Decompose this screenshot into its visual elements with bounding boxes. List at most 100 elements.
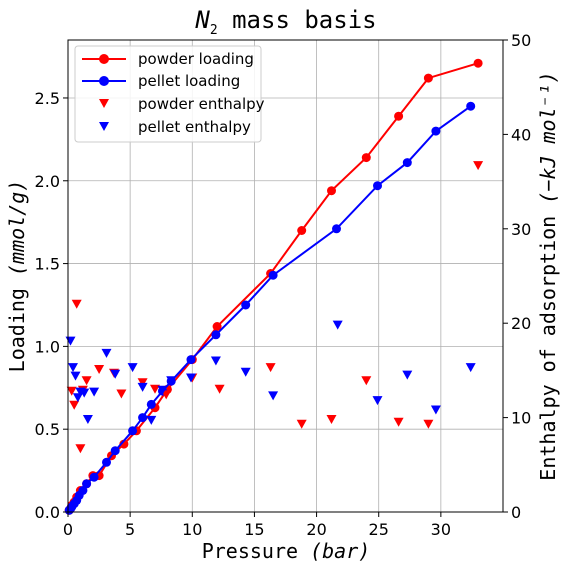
x-tick-label: 25 bbox=[369, 520, 389, 539]
data-point-powder-enthalpy bbox=[81, 376, 92, 386]
data-point-pellet-loading bbox=[466, 101, 476, 111]
y-tick-label: 0.0 bbox=[35, 503, 60, 522]
legend-label-powder-loading: powder loading bbox=[138, 50, 254, 68]
data-point-pellet-loading bbox=[82, 479, 92, 489]
legend-label-pellet-loading: pellet loading bbox=[138, 72, 240, 90]
data-point-pellet-enthalpy bbox=[82, 415, 93, 424]
legend-marker-powder-loading bbox=[99, 54, 109, 64]
data-point-pellet-enthalpy bbox=[465, 363, 476, 373]
y2-axis-title-text: Enthalpy of adsorption bbox=[536, 204, 560, 481]
data-point-powder-loading bbox=[212, 322, 222, 331]
legend-box bbox=[74, 45, 262, 143]
y2-axis-title: Enthalpy of adsorption (−kJ mol⁻¹) bbox=[536, 71, 560, 480]
data-point-pellet-enthalpy bbox=[157, 385, 168, 395]
chart-title: N2 mass basis bbox=[194, 6, 376, 38]
data-point-pellet-enthalpy bbox=[137, 382, 148, 392]
data-point-powder-enthalpy bbox=[71, 299, 82, 309]
y2-tick-label: 50 bbox=[511, 31, 531, 50]
data-point-powder-loading bbox=[423, 73, 433, 83]
legend-label-powder-enthalpy: powder enthalpy bbox=[138, 95, 265, 113]
data-point-powder-enthalpy bbox=[137, 378, 148, 388]
data-point-pellet-loading bbox=[110, 446, 120, 456]
data-point-pellet-loading bbox=[138, 413, 148, 423]
y-axis-title-unit: (mmol/g) bbox=[5, 180, 29, 276]
data-point-powder-enthalpy bbox=[393, 417, 404, 427]
data-point-pellet-enthalpy bbox=[70, 371, 81, 381]
y-tick-label: 2.5 bbox=[35, 89, 60, 108]
data-point-pellet-loading bbox=[89, 472, 99, 482]
data-point-pellet-loading bbox=[78, 486, 88, 495]
data-point-powder-enthalpy bbox=[116, 389, 127, 399]
y-tick-label: 1.0 bbox=[35, 337, 60, 356]
data-point-powder-enthalpy bbox=[423, 419, 434, 429]
legend-entry-powder-loading: powder loading bbox=[82, 50, 254, 68]
data-point-pellet-loading bbox=[431, 126, 441, 136]
data-point-pellet-loading bbox=[128, 426, 138, 436]
data-point-powder-enthalpy bbox=[296, 419, 307, 429]
data-point-pellet-loading bbox=[241, 300, 251, 310]
y-tick-label: 0.5 bbox=[35, 420, 60, 439]
y-axis-title: Loading (mmol/g) bbox=[5, 180, 29, 373]
data-point-powder-enthalpy bbox=[150, 384, 160, 394]
chart-title-subscript: 2 bbox=[210, 23, 218, 38]
y2-axis-title-unit: (−kJ mol⁻¹) bbox=[536, 71, 560, 203]
x-tick-label: 20 bbox=[306, 520, 326, 539]
data-point-pellet-enthalpy bbox=[68, 363, 78, 373]
data-point-pellet-loading bbox=[186, 355, 196, 365]
data-point-pellet-enthalpy bbox=[210, 356, 221, 366]
chart-title-rest: mass basis bbox=[218, 6, 377, 34]
data-point-pellet-enthalpy bbox=[240, 367, 251, 377]
data-point-pellet-enthalpy bbox=[65, 336, 76, 346]
y2-tick-label: 10 bbox=[511, 409, 531, 428]
series-line-pellet-loading bbox=[68, 105, 472, 511]
data-point-pellet-enthalpy bbox=[146, 415, 157, 425]
series-pellet-enthalpy bbox=[65, 320, 476, 425]
y-tick-label: 1.5 bbox=[35, 255, 60, 274]
legend-label-pellet-enthalpy: pellet enthalpy bbox=[138, 118, 251, 136]
y2-tick-label: 0 bbox=[511, 503, 521, 522]
x-axis-title-text: Pressure bbox=[202, 539, 310, 563]
data-point-powder-enthalpy bbox=[94, 365, 105, 374]
data-point-powder-loading bbox=[394, 111, 404, 121]
x-tick-label: 30 bbox=[431, 520, 451, 539]
data-point-pellet-enthalpy bbox=[101, 348, 112, 358]
legend-marker-pellet-enthalpy bbox=[99, 122, 109, 131]
series-powder-enthalpy bbox=[66, 161, 484, 454]
data-point-powder-enthalpy bbox=[361, 376, 372, 386]
x-tick-label: 5 bbox=[125, 520, 135, 539]
data-point-pellet-loading bbox=[211, 330, 221, 340]
data-point-pellet-enthalpy bbox=[372, 396, 383, 406]
y2-tick-label: 20 bbox=[511, 314, 531, 333]
data-point-powder-enthalpy bbox=[265, 363, 276, 373]
x-tick-label: 15 bbox=[244, 520, 264, 539]
data-point-powder-enthalpy bbox=[161, 390, 172, 400]
chart-title-symbol: N bbox=[194, 6, 210, 34]
legend-marker-pellet-loading bbox=[99, 76, 109, 86]
x-tick-label: 10 bbox=[182, 520, 202, 539]
data-point-pellet-enthalpy bbox=[186, 373, 196, 383]
x-tick-label: 0 bbox=[63, 520, 73, 539]
data-point-pellet-loading bbox=[268, 270, 278, 280]
data-point-pellet-enthalpy bbox=[110, 369, 121, 379]
data-point-pellet-enthalpy bbox=[402, 370, 413, 380]
data-point-powder-loading bbox=[361, 153, 371, 163]
data-point-powder-loading bbox=[327, 186, 336, 196]
y-axis-left: 0.0 0.5 1.0 1.5 2.0 2.5 bbox=[35, 89, 68, 522]
data-point-powder-enthalpy bbox=[214, 384, 225, 394]
data-point-pellet-enthalpy bbox=[79, 388, 90, 398]
y2-tick-label: 30 bbox=[511, 220, 531, 239]
series-pellet-loading bbox=[64, 101, 476, 515]
data-point-pellet-loading bbox=[402, 158, 412, 168]
data-point-pellet-enthalpy bbox=[166, 376, 177, 386]
data-point-pellet-enthalpy bbox=[430, 405, 441, 415]
data-point-powder-enthalpy bbox=[75, 444, 86, 454]
data-point-pellet-enthalpy bbox=[89, 387, 100, 397]
legend-entry-powder-enthalpy: powder enthalpy bbox=[99, 95, 265, 113]
legend-marker-powder-enthalpy bbox=[99, 99, 109, 108]
data-point-powder-enthalpy bbox=[326, 415, 337, 424]
x-axis-title: Pressure (bar) bbox=[202, 539, 371, 563]
data-point-powder-loading bbox=[297, 226, 307, 235]
legend-entry-pellet-loading: pellet loading bbox=[82, 72, 240, 90]
data-point-pellet-enthalpy bbox=[268, 391, 279, 401]
data-point-pellet-enthalpy bbox=[332, 320, 343, 330]
